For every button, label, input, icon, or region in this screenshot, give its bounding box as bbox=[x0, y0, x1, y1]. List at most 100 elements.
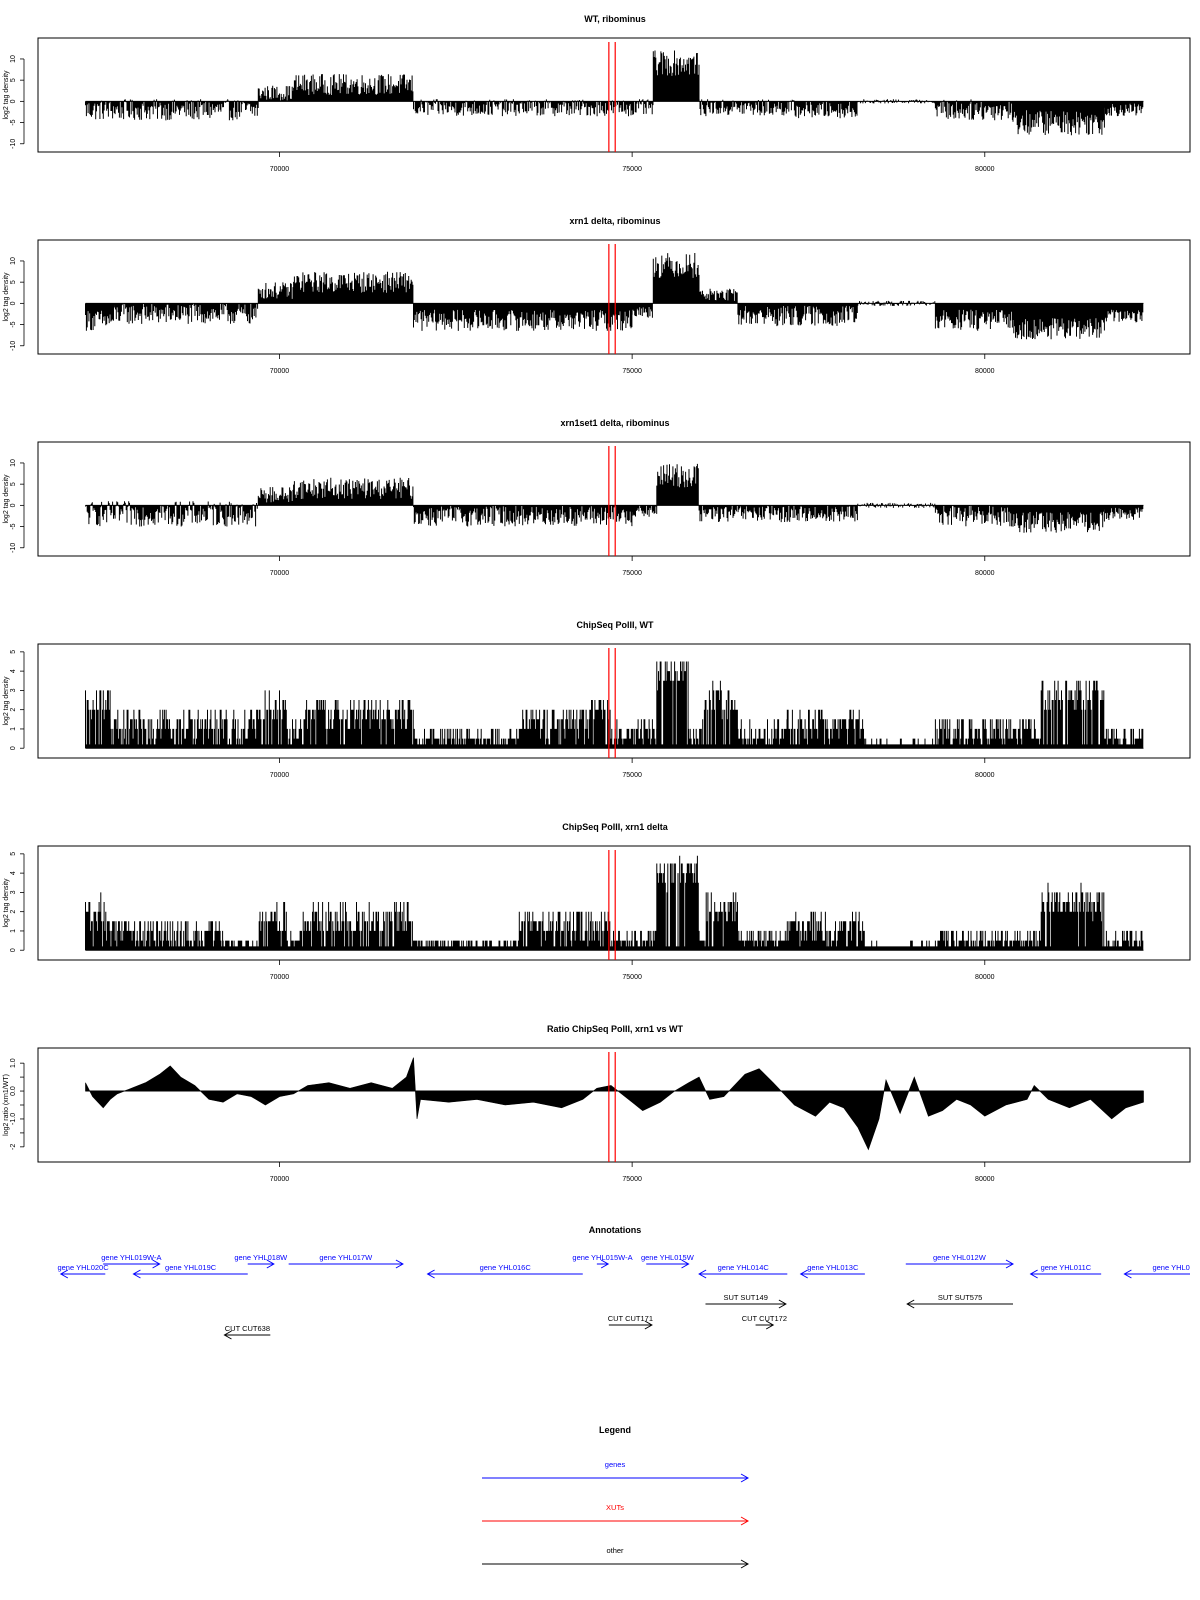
other-feature: CUT CUT638 bbox=[223, 1324, 271, 1340]
x-tick-label: 70000 bbox=[270, 974, 290, 981]
plot-frame bbox=[37, 845, 1191, 961]
feature-arrowhead bbox=[778, 1299, 787, 1309]
legend-label: other bbox=[606, 1546, 624, 1555]
gene-feature: gene YHL015W-A bbox=[572, 1253, 633, 1269]
feature-label: gene YHL012W bbox=[933, 1253, 987, 1262]
y-tick-label: -5 bbox=[10, 321, 17, 327]
legend-item: XUTs bbox=[482, 1503, 750, 1526]
chart-title: Ratio ChipSeq PolII, xrn1 vs WT bbox=[547, 1024, 684, 1034]
feature-label: gene YHL017W bbox=[319, 1253, 373, 1262]
density-bars bbox=[85, 463, 1144, 533]
y-tick-label: 4 bbox=[10, 669, 17, 673]
plot-frame bbox=[37, 643, 1191, 759]
feature-label: gene YHL020C bbox=[57, 1263, 109, 1272]
x-tick-label: 75000 bbox=[622, 772, 642, 779]
y-tick-label: 10 bbox=[10, 55, 17, 63]
feature-label: gene YHL014C bbox=[718, 1263, 770, 1272]
plot-frame bbox=[37, 1047, 1191, 1163]
feature-arrowhead bbox=[132, 1269, 141, 1279]
y-axis-label: log2 tag density bbox=[3, 878, 10, 928]
feature-label: gene YHL015W bbox=[641, 1253, 695, 1262]
gene-feature: gene YHL018W bbox=[234, 1253, 288, 1269]
x-tick-label: 80000 bbox=[975, 570, 995, 577]
chart-title: WT, ribominus bbox=[584, 14, 646, 24]
other-feature: SUT SUT575 bbox=[906, 1293, 1013, 1309]
x-tick-label: 80000 bbox=[975, 166, 995, 173]
feature-label: gene YHL016C bbox=[480, 1263, 532, 1272]
y-tick-label: 3 bbox=[10, 890, 17, 894]
feature-arrowhead bbox=[152, 1259, 161, 1269]
ratio-area bbox=[85, 1057, 1144, 1151]
density-bars bbox=[85, 855, 1144, 951]
feature-arrowhead bbox=[698, 1269, 707, 1279]
y-tick-label: 3 bbox=[10, 688, 17, 692]
y-tick-label: 0 bbox=[10, 746, 17, 750]
gene-feature: gene YHL014C bbox=[698, 1263, 788, 1279]
feature-arrowhead bbox=[395, 1259, 404, 1269]
chart-title: ChipSeq PolII, xrn1 delta bbox=[562, 822, 669, 832]
y-tick-label: 2 bbox=[10, 708, 17, 712]
feature-label: CUT CUT638 bbox=[225, 1324, 270, 1333]
x-tick-label: 80000 bbox=[975, 368, 995, 375]
feature-arrowhead bbox=[600, 1259, 610, 1269]
feature-label: gene YHL019C bbox=[165, 1263, 217, 1272]
y-tick-label: -10 bbox=[10, 341, 17, 351]
y-tick-label: -2 bbox=[10, 1144, 17, 1150]
y-tick-label: 5 bbox=[10, 482, 17, 486]
y-tick-label: -10 bbox=[10, 543, 17, 553]
chart-panel: Ratio ChipSeq PolII, xrn1 vs WT -2 -1.0 0.0… bbox=[3, 1024, 1191, 1183]
y-tick-label: -1.0 bbox=[10, 1113, 17, 1125]
gene-feature: gene YHL012W bbox=[905, 1253, 1014, 1269]
y-axis-label: log2 ratio (xrn1/WT) bbox=[3, 1074, 10, 1136]
legend-arrowhead bbox=[740, 1516, 750, 1526]
y-tick-label: -5 bbox=[10, 523, 17, 529]
y-axis-label: log2 tag density bbox=[3, 474, 10, 524]
plot-frame bbox=[37, 441, 1191, 557]
y-tick-label: 0 bbox=[10, 301, 17, 305]
feature-label: CUT CUT172 bbox=[742, 1314, 787, 1323]
legend-title: Legend bbox=[599, 1425, 631, 1435]
plot-frame bbox=[37, 239, 1191, 355]
x-tick-label: 80000 bbox=[975, 974, 995, 981]
feature-arrowhead bbox=[1123, 1269, 1132, 1279]
feature-arrowhead bbox=[1029, 1269, 1038, 1279]
y-tick-label: 0 bbox=[10, 99, 17, 103]
feature-label: gene YHL018W bbox=[234, 1253, 288, 1262]
feature-arrowhead bbox=[644, 1320, 653, 1330]
x-tick-label: 70000 bbox=[270, 570, 290, 577]
gene-feature: gene YHL019C bbox=[132, 1263, 248, 1279]
y-tick-label: 1 bbox=[10, 929, 17, 933]
feature-arrowhead bbox=[1005, 1259, 1014, 1269]
x-tick-label: 75000 bbox=[622, 570, 642, 577]
x-tick-label: 75000 bbox=[622, 166, 642, 173]
y-tick-label: 5 bbox=[10, 852, 17, 856]
gene-feature: gene YHL017W bbox=[288, 1253, 404, 1269]
density-bars bbox=[85, 661, 1144, 749]
legend-arrowhead bbox=[740, 1473, 750, 1483]
x-tick-label: 80000 bbox=[975, 1176, 995, 1183]
y-axis-label: log2 tag density bbox=[3, 70, 10, 120]
feature-label: gene YHL013C bbox=[807, 1263, 859, 1272]
gene-feature: gene YHL011C bbox=[1029, 1263, 1102, 1279]
legend-arrowhead bbox=[740, 1559, 750, 1569]
feature-arrowhead bbox=[799, 1269, 808, 1279]
chart-title: ChipSeq PolII, WT bbox=[577, 620, 654, 630]
annotations-title: Annotations bbox=[589, 1225, 642, 1235]
other-feature: CUT CUT171 bbox=[608, 1314, 653, 1330]
density-bars bbox=[85, 253, 1144, 340]
legend-label: genes bbox=[605, 1460, 626, 1469]
y-tick-label: 0 bbox=[10, 948, 17, 952]
y-axis-label: log2 tag density bbox=[3, 272, 10, 322]
y-tick-label: 1.0 bbox=[10, 1058, 17, 1068]
y-axis-label: log2 tag density bbox=[3, 676, 10, 726]
legend-item: genes bbox=[482, 1460, 750, 1483]
feature-arrowhead bbox=[765, 1320, 775, 1330]
chart-title: xrn1set1 delta, ribominus bbox=[560, 418, 669, 428]
feature-arrowhead bbox=[59, 1269, 69, 1279]
x-tick-label: 75000 bbox=[622, 368, 642, 375]
